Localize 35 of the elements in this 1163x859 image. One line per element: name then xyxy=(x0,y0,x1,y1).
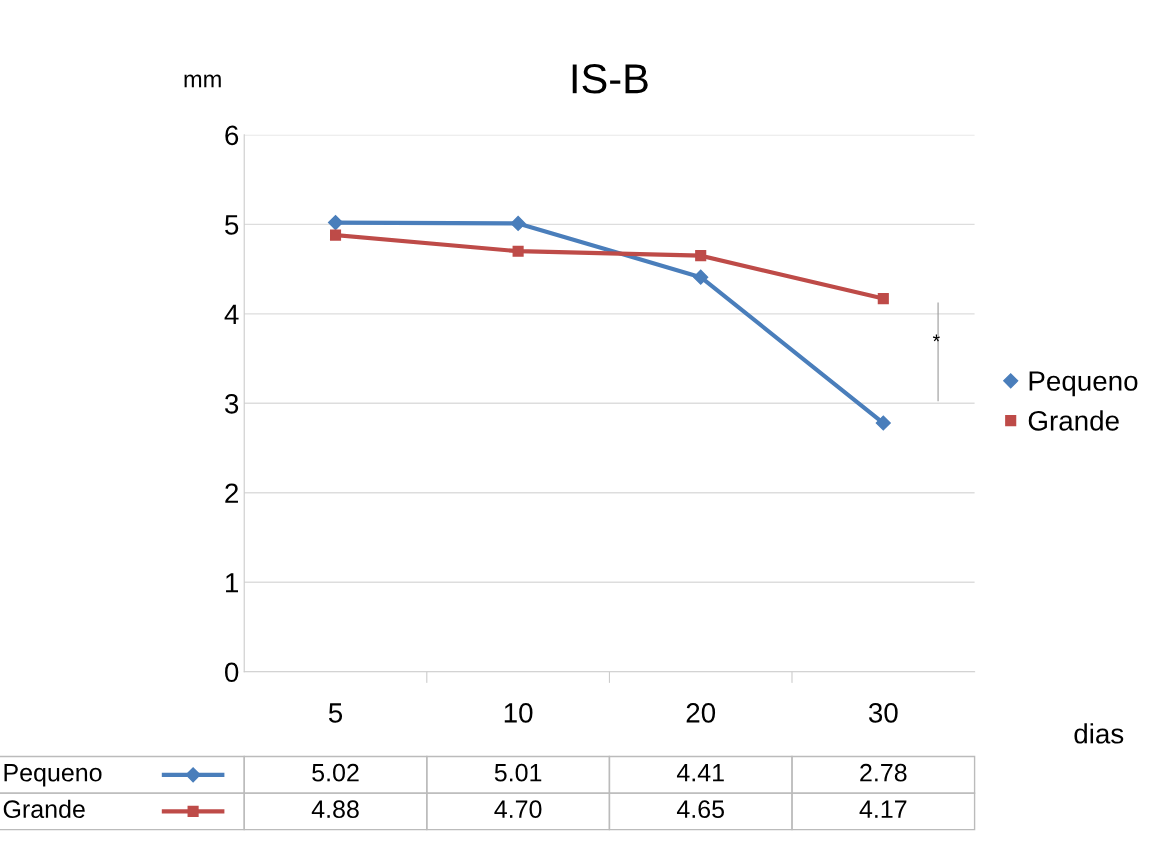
point xyxy=(510,215,526,232)
annotation: * xyxy=(932,334,940,342)
point xyxy=(512,245,524,257)
y-tick-label: 6 xyxy=(225,125,239,146)
y-tick-label: 1 xyxy=(226,573,239,593)
y-tick-label: 0 xyxy=(225,662,239,683)
y-tick-label: 3 xyxy=(224,393,239,414)
text: Pequeno xyxy=(4,764,102,787)
text: Grande xyxy=(3,799,85,819)
data-label: 4.65 xyxy=(676,800,724,819)
legend-label: Pequeno xyxy=(1029,371,1138,397)
data-label: 5.02 xyxy=(312,763,359,782)
point xyxy=(695,250,707,262)
x-tick-label: 20 xyxy=(686,703,716,723)
y-tick-label: 2 xyxy=(225,483,238,503)
x-tick-label: 10 xyxy=(504,703,533,723)
x-tick-label: 5 xyxy=(328,703,343,723)
y-tick-label: 4 xyxy=(224,304,239,324)
y-axis-title: mm xyxy=(184,74,221,88)
chart-title: IS-B xyxy=(572,64,648,94)
point xyxy=(327,214,344,231)
x-tick-label: 30 xyxy=(868,703,898,723)
data-label: 4.88 xyxy=(311,800,359,819)
x-axis-title: dias xyxy=(1074,723,1124,744)
point xyxy=(329,229,342,241)
point xyxy=(875,415,891,431)
data-label: 5.01 xyxy=(494,763,542,782)
data-label: 4.70 xyxy=(494,800,542,819)
y-tick-label: 5 xyxy=(225,215,239,235)
data-label: 4.41 xyxy=(676,764,724,782)
point xyxy=(693,269,709,285)
data-label: 4.17 xyxy=(859,800,907,818)
point xyxy=(877,293,889,305)
data-label: 2.78 xyxy=(860,763,907,782)
legend-label: Grande xyxy=(1028,410,1119,431)
